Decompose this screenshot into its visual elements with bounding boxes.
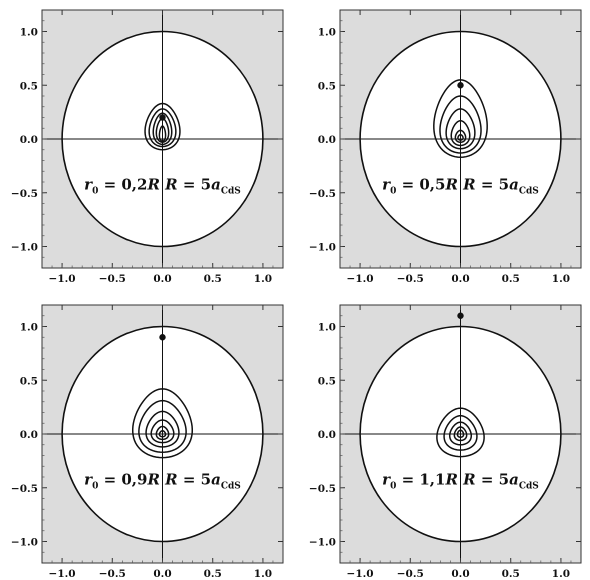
x-tick-label: −1.0 xyxy=(347,273,374,285)
contour-1 xyxy=(439,95,482,154)
contour-1 xyxy=(443,414,478,451)
y-tick-label: 1.0 xyxy=(318,27,336,39)
x-tick-label: 0.0 xyxy=(153,568,171,580)
contour-5 xyxy=(457,133,464,141)
x-tick-label: 0.5 xyxy=(502,273,520,285)
contour-3 xyxy=(453,426,468,442)
contour-2 xyxy=(152,112,173,146)
contour-1 xyxy=(138,399,187,454)
y-tick-label: 0.5 xyxy=(20,80,38,92)
y-tick-label: −1.0 xyxy=(11,242,38,254)
y-tick-label: −0.5 xyxy=(309,188,336,200)
y-tick-label: 0.5 xyxy=(318,80,336,92)
x-tick-label: 1.0 xyxy=(254,273,272,285)
y-tick-label: 0.0 xyxy=(318,429,336,441)
contour-3 xyxy=(150,419,175,444)
y-tick-label: 0.0 xyxy=(318,134,336,146)
y-tick-label: 1.0 xyxy=(20,322,38,334)
x-tick-label: 1.0 xyxy=(552,568,570,580)
x-tick-label: −1.0 xyxy=(49,568,76,580)
contour-5 xyxy=(158,430,167,438)
x-tick-label: 0.0 xyxy=(451,568,469,580)
y-tick-label: −0.5 xyxy=(11,483,38,495)
x-tick-label: 1.0 xyxy=(552,273,570,285)
panel-annotation: r0 = 0,9R R = 5aCdS xyxy=(84,471,241,492)
x-tick-label: −0.5 xyxy=(99,568,126,580)
panel-annotation: r0 = 0,5R R = 5aCdS xyxy=(382,176,539,197)
panel-annotation: r0 = 1,1R R = 5aCdS xyxy=(382,471,539,492)
contour-0 xyxy=(433,79,488,159)
panel-bottom-right: −1.0 −0.5 0.0 0.5 1.0 1.0 0.5 0.0 −0.5 −1.0 r0 = 1… xyxy=(309,304,582,580)
charge-point xyxy=(159,334,166,341)
x-tick-label: 0.5 xyxy=(204,568,222,580)
y-tick-label: 0.5 xyxy=(20,375,38,387)
contour-3 xyxy=(155,117,170,143)
contour-0 xyxy=(131,388,194,459)
x-tick-label: 0.5 xyxy=(204,273,222,285)
charge-point xyxy=(159,114,166,121)
contour-0 xyxy=(144,102,181,151)
x-tick-label: 0.0 xyxy=(451,273,469,285)
x-tick-label: −1.0 xyxy=(49,273,76,285)
panel-annotation: r0 = 0,2R R = 5aCdS xyxy=(84,176,241,197)
y-tick-label: −1.0 xyxy=(309,242,336,254)
contour-2 xyxy=(145,410,180,448)
y-tick-label: 0.5 xyxy=(318,375,336,387)
contour-0 xyxy=(436,407,485,458)
y-tick-label: 1.0 xyxy=(318,322,336,334)
x-tick-label: 1.0 xyxy=(254,568,272,580)
contour-4 xyxy=(158,125,167,142)
charge-point xyxy=(457,312,464,319)
contour-4 xyxy=(155,425,170,441)
y-tick-label: −1.0 xyxy=(11,537,38,549)
x-tick-label: −0.5 xyxy=(397,273,424,285)
y-tick-label: 1.0 xyxy=(20,27,38,39)
y-tick-label: −1.0 xyxy=(309,537,336,549)
contour-3 xyxy=(450,119,471,147)
contour-2 xyxy=(448,421,473,446)
panel-bottom-left: −1.0 −0.5 0.0 0.5 1.0 1.0 0.5 0.0 −0.5 −1.0 r0 = 0… xyxy=(11,304,284,580)
x-tick-label: −0.5 xyxy=(99,273,126,285)
y-tick-label: 0.0 xyxy=(20,134,38,146)
x-tick-label: 0.5 xyxy=(502,568,520,580)
charge-point xyxy=(457,82,464,89)
x-tick-label: 0.0 xyxy=(153,273,171,285)
y-tick-label: −0.5 xyxy=(309,483,336,495)
x-tick-label: −0.5 xyxy=(397,568,424,580)
y-tick-label: −0.5 xyxy=(11,188,38,200)
contour-4 xyxy=(456,429,465,438)
y-tick-label: 0.0 xyxy=(20,429,38,441)
contour-4 xyxy=(454,129,467,143)
x-tick-label: −1.0 xyxy=(347,568,374,580)
panel-top-right: −1.0 −0.5 0.0 0.5 1.0 1.0 0.5 0.0 −0.5 −1.0 r0 = 0… xyxy=(309,9,582,285)
contour-1 xyxy=(148,108,177,148)
contour-2 xyxy=(445,108,476,150)
panel-top-left: −1.0 −0.5 0.0 0.5 1.0 1.0 0.5 0.0 −0.5 −1.0 r0 = 0… xyxy=(11,9,284,285)
